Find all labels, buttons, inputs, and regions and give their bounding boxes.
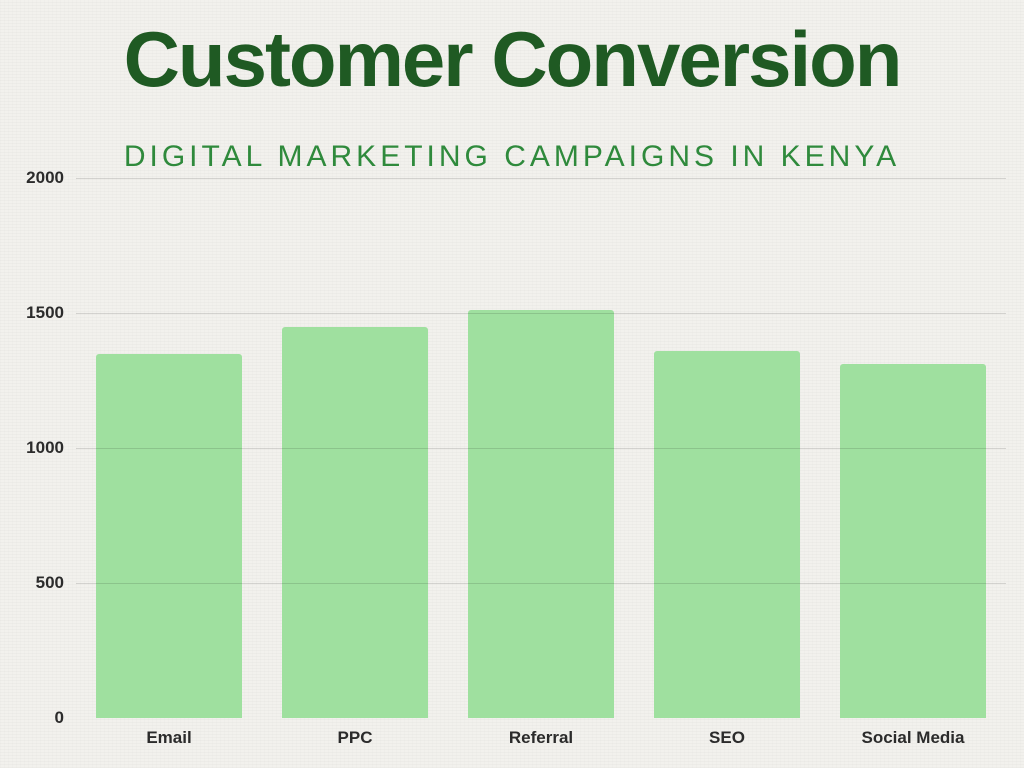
bar-chart: 0500100015002000 EmailPPCReferralSEOSoci…	[76, 178, 1006, 718]
x-tick-label: Referral	[448, 728, 634, 748]
x-tick-label: SEO	[634, 728, 820, 748]
grid-line	[76, 178, 1006, 179]
y-tick-label: 500	[36, 573, 76, 593]
grid-line	[76, 448, 1006, 449]
y-tick-label: 0	[55, 708, 76, 728]
y-tick-label: 1500	[26, 303, 76, 323]
y-tick-label: 2000	[26, 168, 76, 188]
grid-line	[76, 313, 1006, 314]
bar	[96, 354, 241, 719]
x-tick-label: Social Media	[820, 728, 1006, 748]
bar	[654, 351, 799, 718]
chart-subtitle: DIGITAL MARKETING CAMPAIGNS IN KENYA	[0, 140, 1024, 174]
x-tick-label: PPC	[262, 728, 448, 748]
bar	[840, 364, 985, 718]
chart-title: Customer Conversion	[0, 14, 1024, 105]
bar	[282, 327, 427, 719]
grid-line	[76, 583, 1006, 584]
bar	[468, 310, 613, 718]
x-tick-label: Email	[76, 728, 262, 748]
plot-area: 0500100015002000 EmailPPCReferralSEOSoci…	[76, 178, 1006, 718]
y-tick-label: 1000	[26, 438, 76, 458]
